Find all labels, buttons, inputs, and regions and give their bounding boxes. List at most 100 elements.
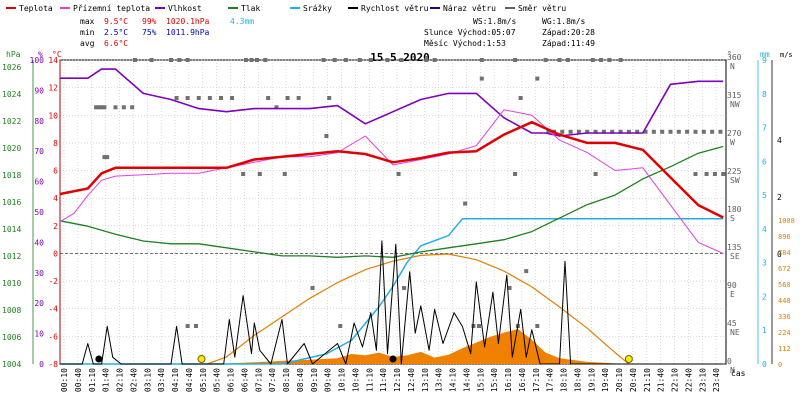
wind-direction-point — [593, 172, 598, 176]
moon-marker — [95, 355, 103, 363]
stats-pressure: 1020.1hPa — [166, 17, 210, 26]
tick-x: 10:40 — [351, 368, 360, 392]
wind-direction-point — [149, 58, 154, 62]
tick-dir-label: N — [730, 366, 735, 375]
wind-direction-point — [310, 286, 315, 290]
tick-x: 04:10 — [171, 368, 180, 392]
wind-direction-point — [332, 58, 337, 62]
legend-label: Tlak — [241, 4, 260, 13]
stats-humidity: 75% — [142, 28, 157, 37]
tick-temp: 12 — [48, 84, 58, 93]
stats-wind-speed: WS:1.8m/s — [473, 17, 517, 26]
tick-humidity: 70 — [34, 147, 44, 156]
legend-label: Srážky — [303, 4, 332, 13]
legend-label: Náraz větru — [443, 4, 496, 13]
legend-label: Rychlost větru — [361, 4, 429, 13]
tick-solar: 224 — [778, 329, 791, 337]
wind-speed-line — [60, 240, 724, 365]
wind-direction-point — [285, 96, 290, 100]
wind-direction-point — [99, 105, 104, 110]
wind-direction-point — [196, 96, 201, 100]
tick-pressure: 1012 — [2, 252, 21, 261]
tick-x: 21:10 — [643, 368, 652, 392]
wind-direction-point — [432, 58, 437, 62]
tick-x: 16:40 — [518, 368, 527, 392]
wind-direction-point — [618, 129, 623, 134]
wind-direction-point — [535, 76, 540, 81]
wind-direction-point — [96, 105, 101, 110]
wind-direction-point — [704, 172, 709, 176]
wind-direction-point — [257, 172, 262, 176]
wind-direction-point — [685, 129, 690, 134]
wind-direction-point — [546, 129, 551, 134]
tick-humidity: 90 — [34, 86, 44, 95]
moon-marker — [389, 355, 397, 363]
solar-curve — [206, 253, 630, 365]
wind-direction-point — [693, 129, 698, 134]
tick-x: 08:40 — [296, 368, 305, 392]
wind-direction-point — [557, 58, 562, 62]
wind-direction-point — [177, 58, 182, 62]
wind-direction-point — [660, 129, 665, 134]
stats-label: avg — [80, 39, 95, 48]
tick-dir: 225 — [727, 167, 742, 176]
wind-direction-point — [610, 129, 615, 134]
wind-direction-point — [218, 96, 223, 100]
tick-x: 22:40 — [684, 368, 693, 392]
tick-x: 18:40 — [573, 368, 582, 392]
wind-direction-point — [230, 96, 235, 100]
wind-direction-point — [513, 172, 518, 176]
tick-x: 01:40 — [102, 368, 111, 392]
stats-temp: 2.5°C — [104, 28, 128, 37]
stats-moon-set: Západ:11:49 — [542, 39, 595, 48]
x-axis-label: čas — [731, 368, 746, 378]
wind-direction-point — [185, 96, 190, 100]
tick-solar: 672 — [778, 265, 791, 273]
tick-x: 23:40 — [712, 368, 721, 392]
sun-marker — [197, 355, 206, 363]
tick-x: 22:10 — [671, 368, 680, 392]
wind-direction-point — [471, 324, 476, 328]
tick-pressure: 1004 — [2, 360, 21, 369]
tick-solar: 896 — [778, 233, 791, 241]
tick-temp: 0 — [53, 249, 58, 258]
tick-x: 05:10 — [199, 368, 208, 392]
wind-direction-point — [513, 58, 518, 62]
stats-label: min — [80, 28, 95, 37]
wind-direction-point — [357, 58, 362, 62]
tick-humidity: 50 — [34, 208, 44, 217]
tick-pressure: 1014 — [2, 225, 21, 234]
wind-direction-point — [543, 58, 548, 62]
tick-x: 11:10 — [365, 368, 374, 392]
tick-x: 19:10 — [587, 368, 596, 392]
tick-dir-label: N — [730, 62, 735, 71]
wind-direction-point — [601, 129, 606, 134]
wind-direction-point — [651, 129, 656, 134]
tick-dir: 135 — [727, 243, 742, 252]
wind-direction-point — [535, 324, 540, 328]
wind-direction-point — [607, 58, 612, 62]
tick-x: 03:40 — [157, 368, 166, 392]
tick-humidity: 30 — [34, 269, 44, 278]
wind-direction-point — [643, 129, 648, 134]
tick-temp: -6 — [48, 332, 58, 341]
wind-direction-point — [590, 58, 595, 62]
tick-dir-label: NW — [730, 100, 740, 109]
tick-rain: 1 — [762, 326, 767, 335]
wind-direction-point — [477, 324, 482, 328]
wind-direction-point — [479, 58, 484, 62]
wind-direction-point — [249, 58, 254, 62]
wind-direction-point — [565, 58, 570, 62]
axis-unit-pressure: hPa — [6, 50, 21, 59]
wind-direction-point — [368, 58, 373, 62]
tick-x: 12:40 — [407, 368, 416, 392]
wind-direction-point — [668, 129, 673, 134]
wind-direction-point — [266, 96, 271, 100]
tick-humidity: 100 — [30, 56, 45, 65]
wind-direction-point — [712, 172, 717, 176]
tick-solar: 784 — [778, 249, 791, 257]
tick-x: 15:40 — [490, 368, 499, 392]
stats-temp: 9.5°C — [104, 17, 128, 26]
wind-direction-point — [560, 129, 565, 134]
